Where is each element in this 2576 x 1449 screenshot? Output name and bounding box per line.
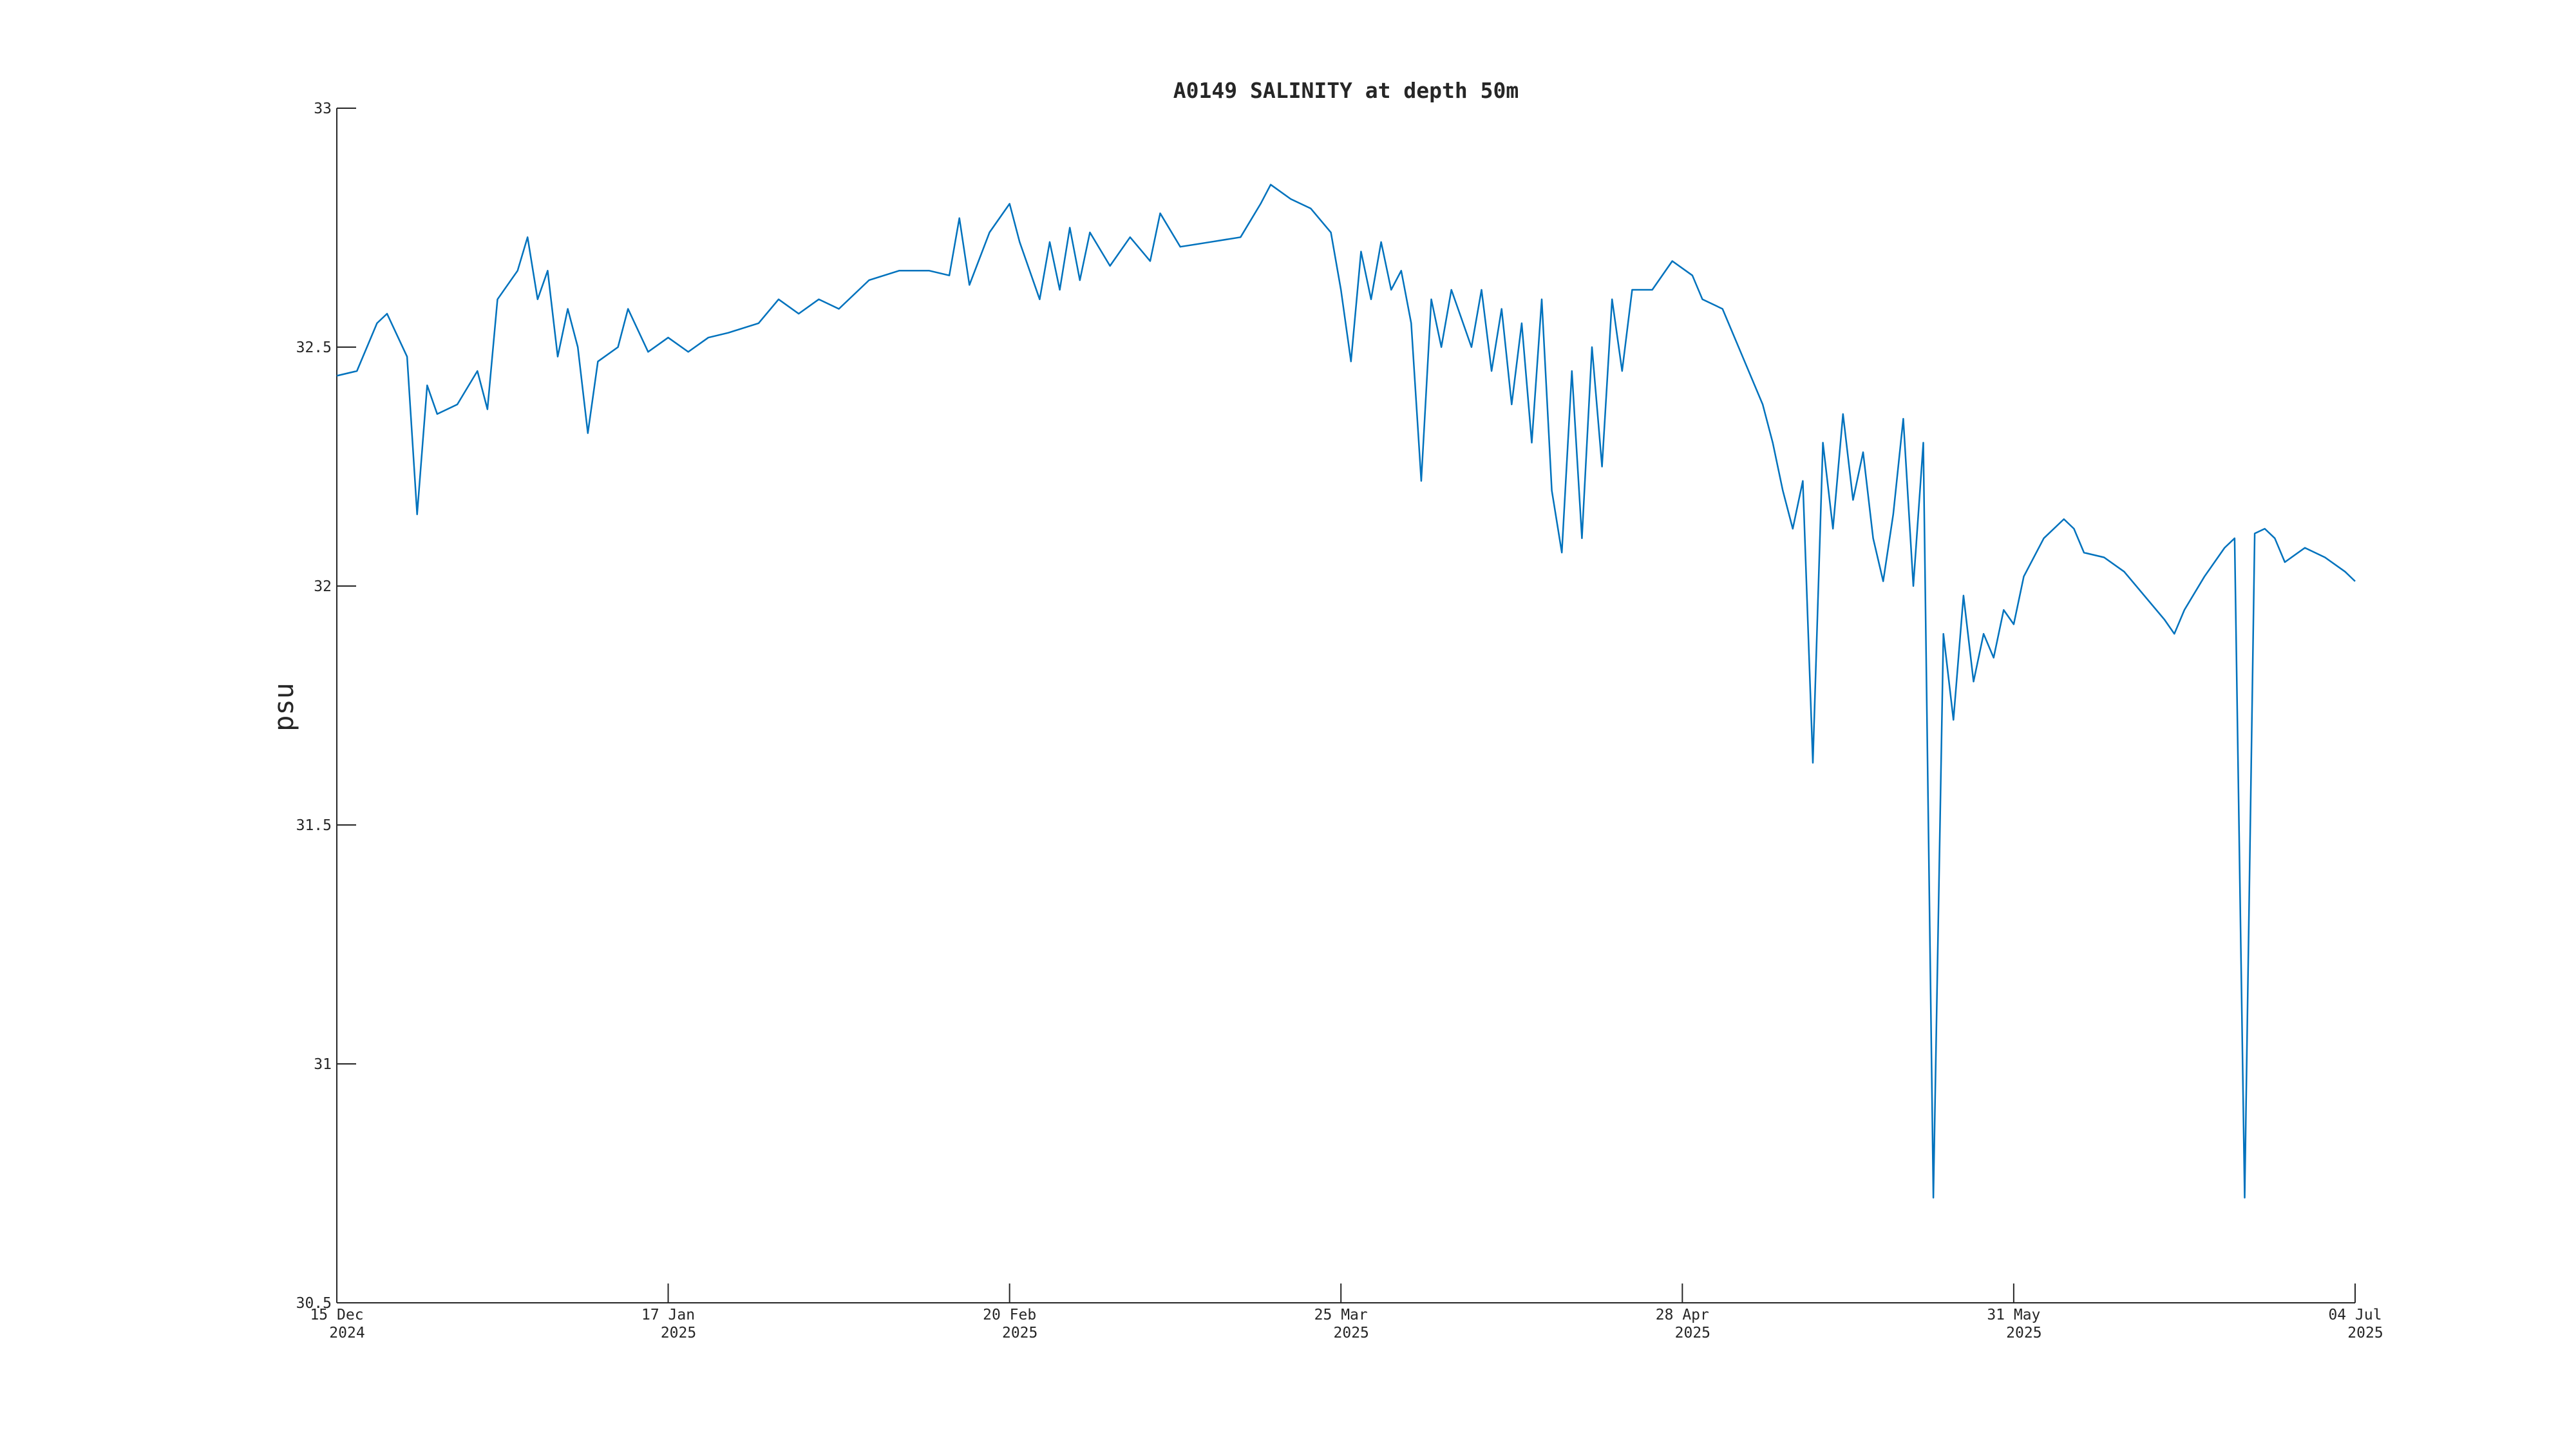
x-tick-label: 28 Apr 2025	[1656, 1307, 1710, 1341]
y-axis-label: psu	[268, 683, 299, 732]
x-tick-label-line: 2025	[661, 1325, 696, 1341]
x-tick-label: 17 Jan 2025	[641, 1307, 696, 1341]
x-tick-label-line: 28 Apr	[1656, 1307, 1709, 1323]
x-tick-label-line: 25 Mar	[1314, 1307, 1368, 1323]
x-tick-label-line: 2025	[1334, 1325, 1369, 1341]
chart-title: A0149 SALINITY at depth 50m	[1173, 78, 1519, 103]
y-tick-label: 32.5	[296, 339, 332, 356]
y-tick-label: 32	[314, 578, 332, 595]
x-tick-label: 15 Dec 2024	[310, 1307, 365, 1341]
x-tick-label-line: 2025	[1675, 1325, 1710, 1341]
x-tick-label: 04 Jul 2025	[2328, 1307, 2383, 1341]
x-tick-label-line: 2025	[1002, 1325, 1037, 1341]
x-tick-label-line: 20 Feb	[983, 1307, 1036, 1323]
x-tick-label: 31 May 2025	[1987, 1307, 2041, 1341]
x-tick-label: 25 Mar 2025	[1314, 1307, 1369, 1341]
y-tick-label: 31.5	[296, 817, 332, 834]
x-tick-label-line: 15 Dec	[310, 1307, 363, 1323]
x-tick-label: 20 Feb 2025	[983, 1307, 1037, 1341]
x-tick-label-line: 2025	[2347, 1325, 2383, 1341]
x-tick-label-line: 2024	[329, 1325, 365, 1341]
y-tick-label: 33	[314, 100, 332, 117]
x-tick-label-line: 31 May	[1987, 1307, 2040, 1323]
x-tick-label-line: 04 Jul	[2328, 1307, 2382, 1323]
data-line	[336, 184, 2356, 1199]
y-tick-label: 31	[314, 1056, 332, 1073]
x-tick-label-line: 17 Jan	[641, 1307, 695, 1323]
x-tick-label-line: 2025	[2006, 1325, 2041, 1341]
y-tick-label: 30.5	[296, 1295, 332, 1312]
